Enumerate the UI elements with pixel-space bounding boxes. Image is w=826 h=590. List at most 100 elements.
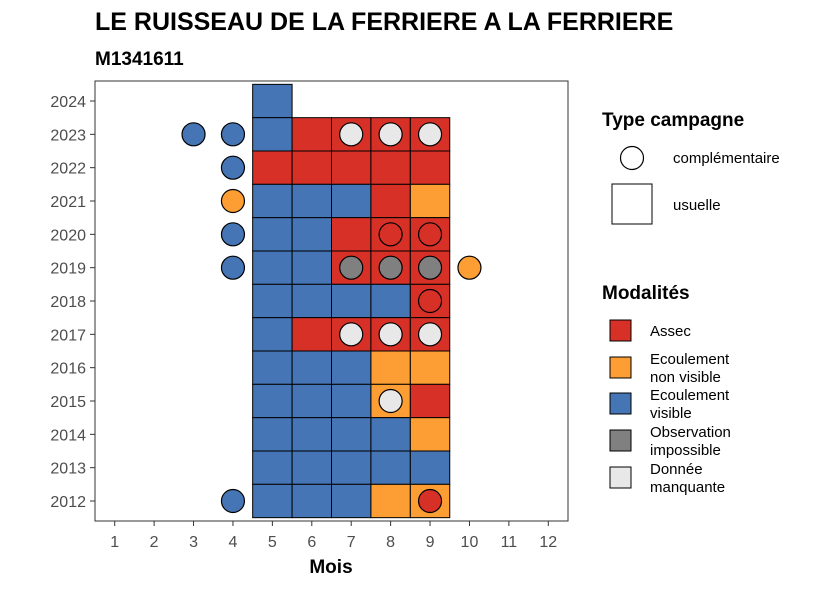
y-tick-label: 2017	[50, 327, 86, 344]
tile-2019-5-ecoulement-visible	[252, 250, 293, 285]
tile-2017-5-ecoulement-visible	[252, 317, 293, 352]
tile-2014-5-ecoulement-visible	[252, 417, 293, 452]
tile-2013-5-ecoulement-visible	[252, 450, 293, 485]
tile-2015-5-ecoulement-visible	[252, 383, 293, 419]
tile-2021-5-ecoulement-visible	[252, 183, 293, 219]
tile-2017-6-assec	[291, 317, 333, 352]
legend-swatch-donnee-manquante	[609, 466, 632, 489]
tile-2014-8-ecoulement-visible	[370, 417, 411, 452]
legend-swatch-ecoulement-non-visible	[609, 356, 632, 379]
point-2023-4-ecoulement-visible	[220, 122, 246, 147]
point-2023-8-donnee-manquante	[378, 122, 403, 147]
tile-2012-5-ecoulement-visible	[252, 483, 293, 519]
x-axis: 1 2 3 4 5 6 7 8 9 10 11 12	[110, 521, 557, 551]
point-2023-9-donnee-manquante	[417, 122, 443, 147]
x-tick-label: 9	[426, 534, 435, 551]
tile-2012-7-ecoulement-visible	[331, 483, 372, 519]
legend-type-label: complémentaire	[673, 150, 780, 167]
legend-label-ecoulement-visible: Ecoulement visible	[650, 387, 730, 422]
y-tick-label: 2024	[50, 94, 86, 111]
tile-2016-8-ecoulement-non-visible	[370, 350, 411, 385]
tile-2016-7-ecoulement-visible	[331, 350, 372, 385]
legend-modalites-title: Modalités	[602, 283, 690, 304]
tile-2020-5-ecoulement-visible	[252, 217, 293, 252]
x-tick-label: 6	[307, 534, 316, 551]
legend-type-label: usuelle	[673, 197, 721, 214]
tile-2016-6-ecoulement-visible	[291, 350, 333, 385]
legend-type-campagne: Type campagne complémentaire usuelle	[602, 110, 780, 225]
y-tick-label: 2016	[50, 361, 86, 378]
legend-swatch-assec	[609, 319, 632, 342]
x-tick-label: 12	[539, 534, 557, 551]
x-tick-label: 4	[229, 534, 238, 551]
chart-title: LE RUISSEAU DE LA FERRIERE A LA FERRIERE	[95, 8, 673, 36]
tile-2019-6-ecoulement-visible	[291, 250, 333, 285]
tile-2022-7-assec	[331, 150, 372, 185]
y-tick-label: 2015	[50, 394, 86, 411]
tile-2022-6-assec	[291, 150, 333, 185]
y-axis: 2012 2013 2014 2015 2016 2017 2018 2019 2020 2021…	[50, 94, 95, 511]
tile-2020-7-assec	[331, 217, 372, 252]
point-2020-8-assec	[378, 222, 403, 247]
legend-swatch-ecoulement-visible	[609, 392, 632, 415]
tile-2014-7-ecoulement-visible	[331, 417, 372, 452]
point-2023-7-donnee-manquante	[339, 122, 364, 147]
tile-2018-8-ecoulement-visible	[370, 283, 411, 319]
x-tick-label: 10	[461, 534, 479, 551]
tile-2013-9-ecoulement-visible	[409, 450, 451, 485]
tile-2013-6-ecoulement-visible	[291, 450, 333, 485]
y-tick-label: 2022	[50, 161, 86, 178]
x-tick-label: 2	[150, 534, 159, 551]
point-2021-4-ecoulement-non-visible	[220, 188, 246, 214]
point-2017-8-donnee-manquante	[378, 322, 403, 347]
tile-2021-6-ecoulement-visible	[291, 183, 333, 219]
y-tick-label: 2012	[50, 494, 86, 511]
y-tick-label: 2023	[50, 127, 86, 144]
point-2018-9-assec	[417, 288, 443, 314]
tile-2015-9-assec	[409, 383, 451, 419]
point-2012-4-ecoulement-visible	[220, 488, 246, 514]
y-tick-label: 2019	[50, 261, 86, 278]
point-2022-4-ecoulement-visible	[220, 155, 246, 180]
legend-label-ecoulement-non-visible: Ecoulement non visible	[650, 351, 730, 386]
tile-2020-6-ecoulement-visible	[291, 217, 333, 252]
x-tick-label: 5	[268, 534, 277, 551]
point-2023-3-ecoulement-visible	[181, 122, 206, 147]
x-tick-label: 3	[189, 534, 198, 551]
tile-2024-5-ecoulement-visible	[252, 83, 293, 119]
point-2020-4-ecoulement-visible	[220, 222, 246, 247]
y-tick-label: 2014	[50, 427, 86, 444]
tile-2023-6-assec	[291, 117, 333, 152]
tile-2012-6-ecoulement-visible	[291, 483, 333, 519]
point-2012-9-assec	[417, 488, 443, 514]
y-tick-label: 2018	[50, 294, 86, 311]
tile-2015-7-ecoulement-visible	[331, 383, 372, 419]
point-2019-7-observation-impossible	[339, 255, 364, 280]
point-2019-8-observation-impossible	[378, 255, 403, 280]
tile-2018-5-ecoulement-visible	[252, 283, 293, 319]
tile-2014-9-ecoulement-non-visible	[409, 417, 451, 452]
tile-2014-6-ecoulement-visible	[291, 417, 333, 452]
y-tick-label: 2020	[50, 227, 86, 244]
point-2019-9-observation-impossible	[417, 255, 443, 280]
chart-subtitle: M1341611	[95, 49, 184, 70]
legend-square-key	[611, 183, 653, 225]
tile-2022-5-assec	[252, 150, 293, 185]
tile-2015-6-ecoulement-visible	[291, 383, 333, 419]
tile-2022-8-assec	[370, 150, 411, 185]
point-2017-7-donnee-manquante	[339, 322, 364, 347]
point-2015-8-donnee-manquante	[378, 388, 403, 414]
tile-2016-9-ecoulement-non-visible	[409, 350, 451, 385]
x-tick-label: 11	[501, 534, 518, 551]
x-tick-label: 1	[110, 534, 119, 551]
tile-2021-7-ecoulement-visible	[331, 183, 372, 219]
x-tick-label: 7	[347, 534, 356, 551]
point-2019-4-ecoulement-visible	[220, 255, 246, 280]
tile-2016-5-ecoulement-visible	[252, 350, 293, 385]
y-tick-label: 2013	[50, 461, 86, 478]
x-tick-label: 8	[386, 534, 395, 551]
legend-circle-key	[619, 145, 645, 171]
tile-2018-7-ecoulement-visible	[331, 283, 372, 319]
legend-swatch-observation-impossible	[609, 429, 632, 452]
